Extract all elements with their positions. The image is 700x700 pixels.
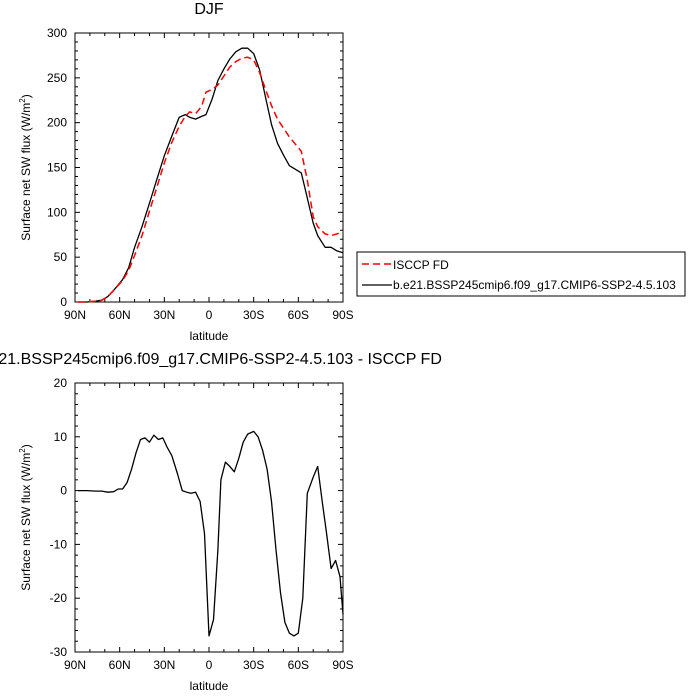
- upper-y-tick-labels: 0 50 100 150 200 250 300: [47, 26, 67, 309]
- y-tick-label: 10: [54, 430, 68, 444]
- x-tick-label: 0: [206, 658, 213, 672]
- x-tick-label: 60N: [109, 308, 131, 322]
- y-tick-label: 0: [60, 484, 67, 498]
- upper-series-lines: [78, 47, 344, 303]
- lower-axis-ticks: [74, 382, 344, 653]
- lower-y-axis-label: Surface net SW flux (W/m2): [18, 444, 33, 590]
- lower-y-tick-labels: -30 -20 -10 0 10 20: [50, 376, 68, 659]
- upper-y-axis-label: Surface net SW flux (W/m2): [18, 94, 33, 240]
- lower-plot-frame: [74, 382, 344, 653]
- y-tick-label: 300: [47, 26, 67, 40]
- legend: ISCCP FD b.e21.BSSP245cmip6.f09_g17.CMIP…: [356, 251, 686, 297]
- x-tick-label: 90N: [64, 308, 86, 322]
- x-tick-label: 60N: [109, 658, 131, 672]
- model-line: [78, 430, 344, 637]
- lower-panel-title: b.e21.BSSP245cmip6.f09_g17.CMIP6-SSP2-4.…: [0, 351, 442, 368]
- legend-label-model: b.e21.BSSP245cmip6.f09_g17.CMIP6-SSP2-4.…: [393, 278, 676, 292]
- upper-x-axis-label: latitude: [190, 329, 229, 343]
- lower-x-tick-labels: 90N 60N 30N 0 30S 60S 90S: [64, 658, 354, 672]
- lower-y-axis-label-main: Surface net SW flux (W/m: [19, 453, 33, 591]
- y-tick-label: 250: [47, 71, 67, 85]
- lower-panel: b.e21.BSSP245cmip6.f09_g17.CMIP6-SSP2-4.…: [0, 351, 442, 693]
- lower-x-axis-label: latitude: [190, 679, 229, 693]
- x-tick-label: 30S: [243, 308, 264, 322]
- x-tick-label: 30N: [153, 658, 175, 672]
- legend-label-isccp-fd: ISCCP FD: [393, 258, 449, 272]
- upper-y-axis-label-superscript: 2: [18, 98, 27, 103]
- y-tick-label: 200: [47, 116, 67, 130]
- lower-y-axis-label-end: ): [19, 444, 33, 448]
- x-tick-label: 30N: [153, 308, 175, 322]
- x-tick-label: 90N: [64, 658, 86, 672]
- lower-y-axis-label-superscript: 2: [18, 448, 27, 453]
- isccp-fd-line: [78, 56, 344, 303]
- model-line: [78, 47, 344, 303]
- y-tick-label: 0: [60, 295, 67, 309]
- y-tick-label: -30: [50, 645, 68, 659]
- y-tick-label: -10: [50, 537, 68, 551]
- x-tick-label: 0: [206, 308, 213, 322]
- legend-box: [356, 251, 686, 297]
- x-tick-label: 60S: [288, 658, 309, 672]
- upper-axis-ticks: [74, 32, 344, 303]
- upper-y-axis-label-end: ): [19, 94, 33, 98]
- x-tick-label: 90S: [332, 658, 353, 672]
- y-tick-label: 150: [47, 161, 67, 175]
- upper-panel-title: DJF: [194, 1, 224, 18]
- x-tick-label: 90S: [332, 308, 353, 322]
- x-tick-label: 30S: [243, 658, 264, 672]
- y-tick-label: 100: [47, 205, 67, 219]
- y-tick-label: -20: [50, 591, 68, 605]
- y-tick-label: 50: [54, 250, 68, 264]
- lower-series-lines: [78, 430, 344, 637]
- y-tick-label: 20: [54, 376, 68, 390]
- upper-y-axis-label-main: Surface net SW flux (W/m: [19, 103, 33, 241]
- x-tick-label: 60S: [288, 308, 309, 322]
- upper-x-tick-labels: 90N 60N 30N 0 30S 60S 90S: [64, 308, 354, 322]
- upper-plot-frame: [74, 32, 344, 303]
